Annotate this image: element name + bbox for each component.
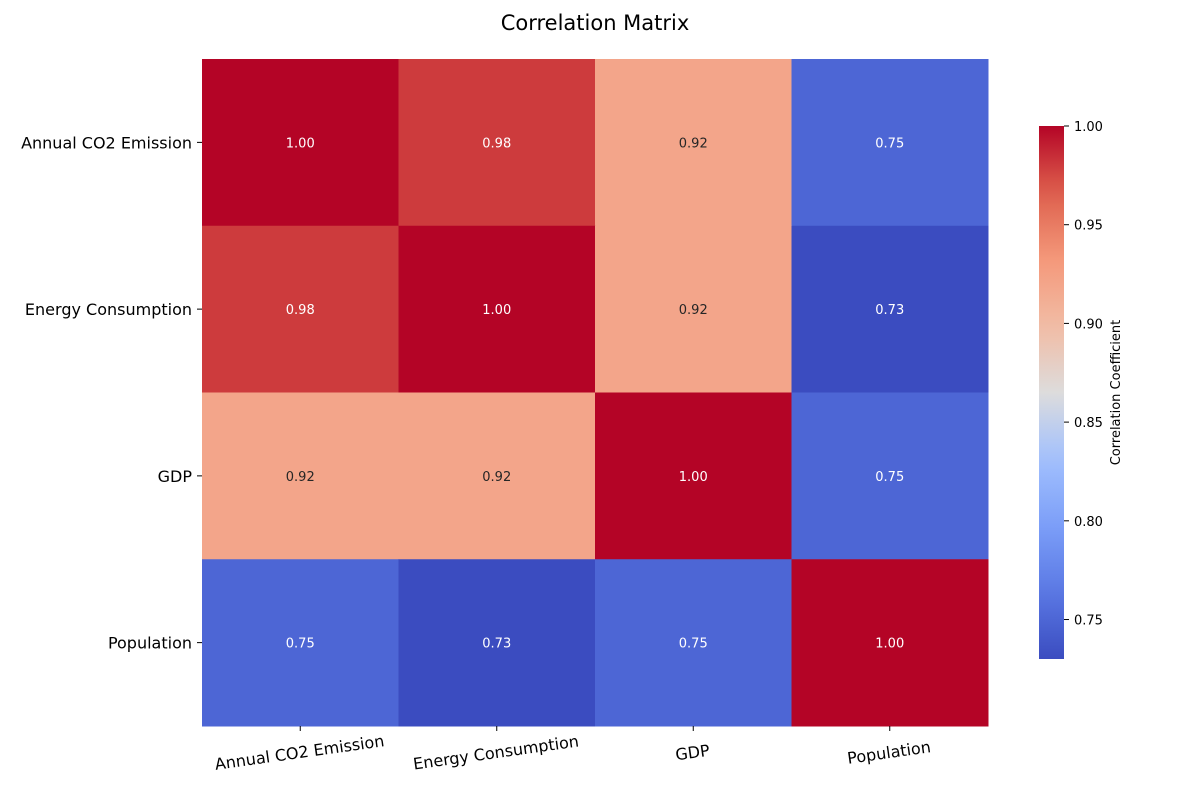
cell-annotation-2-0: 0.92 (286, 470, 315, 485)
y-tick-label-1: Energy Consumption (25, 300, 192, 319)
colorbar-tick-label-4: 0.95 (1074, 219, 1103, 234)
cell-annotation-0-2: 0.92 (679, 136, 708, 151)
heatmap-cell-1-2 (595, 225, 792, 393)
cell-annotations: 1.00 0.98 0.92 0.75 0.98 1.00 0.92 0.73 0.92 0.92… (286, 136, 904, 651)
colorbar-tick-label-5: 1.00 (1074, 120, 1103, 135)
heatmap-cell-2-0 (202, 392, 399, 560)
cell-annotation-2-2: 1.00 (679, 470, 708, 485)
cell-annotation-3-3: 1.00 (875, 637, 904, 652)
x-tick-label-3: Population (846, 737, 932, 768)
cell-annotation-1-2: 0.92 (679, 303, 708, 318)
heatmap-cell-0-0 (202, 59, 399, 227)
y-tick-label-0: Annual CO2 Emission (21, 133, 192, 152)
cell-annotation-3-1: 0.73 (482, 637, 511, 652)
colorbar: 0.75 0.80 0.85 0.90 0.95 1.00 Correlation Coe… (1039, 120, 1124, 659)
x-axis: Annual CO2 Emission Energy Consumption GDP… (214, 726, 932, 774)
colorbar-tick-label-2: 0.85 (1074, 416, 1103, 431)
heatmap-cell-1-0 (202, 225, 399, 393)
heatmap-cells (202, 59, 989, 727)
heatmap-cell-2-1 (398, 392, 596, 560)
cell-annotation-0-1: 0.98 (482, 136, 511, 151)
heatmap-cell-0-2 (595, 59, 792, 227)
heatmap-cell-0-1 (398, 59, 596, 227)
heatmap-cell-2-2 (595, 392, 792, 560)
cell-annotation-3-0: 0.75 (286, 637, 315, 652)
cell-annotation-1-1: 1.00 (482, 303, 511, 318)
y-axis: Annual CO2 Emission Energy Consumption GDP… (21, 133, 202, 653)
cell-annotation-1-0: 0.98 (286, 303, 315, 318)
heatmap-cell-3-3 (791, 559, 989, 727)
y-tick-label-3: Population (108, 634, 192, 653)
heatmap-cell-1-3 (791, 225, 989, 393)
colorbar-tick-label-1: 0.80 (1074, 515, 1103, 530)
colorbar-gradient (1039, 126, 1064, 659)
heatmap-cell-2-3 (791, 392, 989, 560)
cell-annotation-3-2: 0.75 (679, 637, 708, 652)
y-tick-label-2: GDP (158, 467, 193, 486)
cell-annotation-2-1: 0.92 (482, 470, 511, 485)
x-tick-label-2: GDP (674, 741, 711, 765)
colorbar-ticks: 0.75 0.80 0.85 0.90 0.95 1.00 (1064, 120, 1103, 629)
cell-annotation-0-3: 0.75 (875, 136, 904, 151)
heatmap-cell-3-0 (202, 559, 399, 727)
colorbar-tick-label-0: 0.75 (1074, 614, 1103, 629)
cell-annotation-1-3: 0.73 (875, 303, 904, 318)
x-tick-label-0: Annual CO2 Emission (214, 731, 386, 774)
chart-title: Correlation Matrix (501, 11, 690, 35)
colorbar-tick-label-3: 0.90 (1074, 317, 1103, 332)
heatmap-cell-3-2 (595, 559, 792, 727)
x-tick-label-1: Energy Consumption (412, 732, 580, 774)
cell-annotation-2-3: 0.75 (875, 470, 904, 485)
cell-annotation-0-0: 1.00 (286, 136, 315, 151)
heatmap-cell-0-3 (791, 59, 989, 227)
colorbar-label: Correlation Coefficient (1109, 320, 1124, 466)
heatmap-cell-3-1 (398, 559, 596, 727)
heatmap-cell-1-1 (398, 225, 596, 393)
